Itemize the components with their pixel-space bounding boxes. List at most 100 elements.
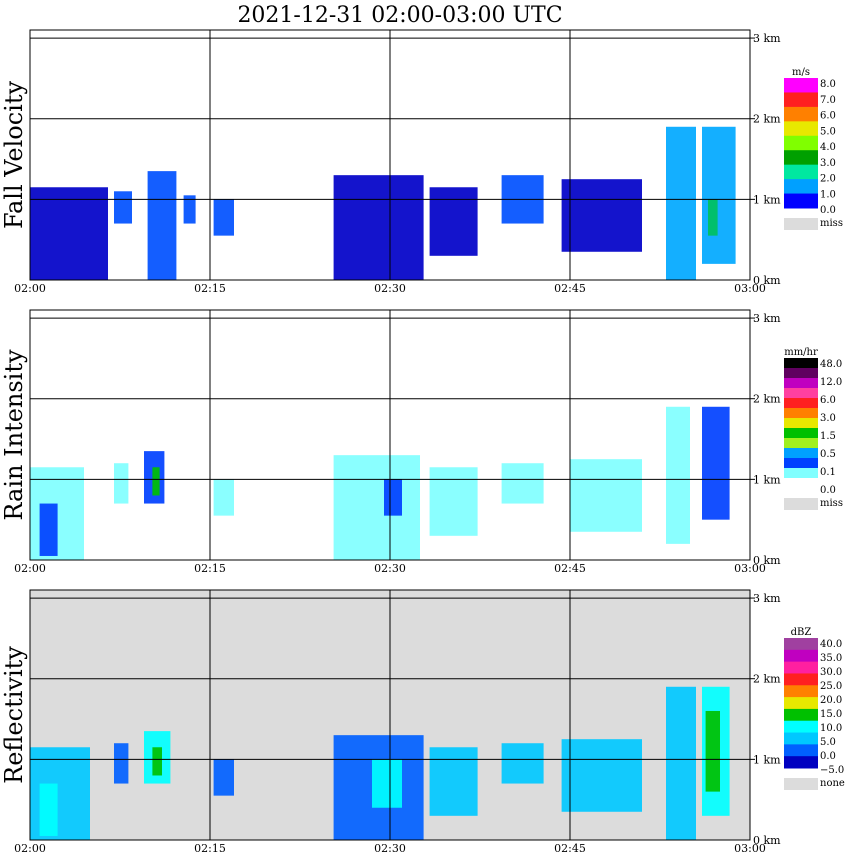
- x-tick-label: 03:00: [734, 842, 766, 855]
- y-tick-label: 2 km: [753, 113, 781, 126]
- data-cell: [702, 126, 736, 264]
- data-cell: [429, 467, 478, 536]
- legend-swatch: [784, 358, 818, 369]
- data-cell: [183, 195, 196, 224]
- legend-swatch: [784, 193, 818, 209]
- legend-swatch: [784, 106, 818, 122]
- legend-swatch: [784, 744, 818, 757]
- legend-label: 0.0: [820, 205, 836, 216]
- legend-unit: mm/hr: [784, 347, 818, 358]
- x-tick-label: 02:45: [554, 842, 586, 855]
- x-tick-label: 02:00: [14, 282, 46, 295]
- data-cell: [561, 179, 642, 252]
- chart-panel-rain-intensity: 0 km 1 km 2 km 3 km 02:00 02:15 02:30 02:45 03:0…: [0, 309, 843, 575]
- legend-swatch: [784, 638, 818, 651]
- y-tick-label: 2 km: [753, 673, 781, 686]
- legend-swatch: [784, 661, 818, 674]
- legend-label: 30.0: [820, 667, 842, 678]
- legend-label: 10.0: [820, 723, 842, 734]
- data-cell: [708, 199, 718, 236]
- data-cell: [333, 175, 424, 280]
- data-cell: [30, 747, 90, 840]
- data-cell: [114, 463, 129, 504]
- data-cell: [429, 187, 478, 256]
- y-tick-label: 1 km: [753, 193, 781, 206]
- data-cell: [213, 199, 234, 236]
- data-cell: [39, 503, 58, 556]
- y-tick-label: 0 km: [753, 554, 781, 567]
- legend-label: 40.0: [820, 639, 842, 650]
- data-cell: [152, 467, 160, 496]
- x-tick-label: 03:00: [734, 282, 766, 295]
- panels: 0 km 1 km 2 km 3 km 02:00 02:15 02:30 02:45 03:0…: [0, 29, 845, 855]
- legend-label: 12.0: [820, 377, 842, 388]
- legend-swatch: [784, 368, 818, 379]
- data-cell: [501, 463, 544, 504]
- legend-label: 6.0: [820, 111, 836, 122]
- legend-label: 2.0: [820, 174, 836, 185]
- data-cell: [147, 171, 177, 280]
- legend-label: 0.0: [820, 751, 836, 762]
- legend-label: 1.0: [820, 189, 836, 200]
- legend-label: 25.0: [820, 681, 842, 692]
- legend-label: 1.5: [820, 431, 836, 442]
- legend-missing-swatch: [784, 498, 818, 510]
- legend-swatch: [784, 92, 818, 108]
- legend-swatch: [784, 697, 818, 710]
- legend-swatch: [784, 708, 818, 722]
- legend-swatch: [784, 135, 818, 151]
- y-tick-label: 3 km: [753, 312, 781, 325]
- legend-swatch: [784, 121, 818, 137]
- data-cell: [114, 743, 129, 784]
- y-tick-label: 3 km: [753, 32, 781, 45]
- plot-frame: [29, 29, 751, 281]
- x-tick-label: 03:00: [734, 562, 766, 575]
- axis-ylabel: Reflectivity: [0, 646, 28, 784]
- data-cell: [30, 187, 108, 280]
- x-tick-label: 02:15: [194, 562, 226, 575]
- data-cell: [702, 406, 730, 520]
- legend-swatch: [784, 673, 818, 686]
- legend-label: 6.0: [820, 395, 836, 406]
- data-cell: [114, 191, 132, 224]
- legend-missing-swatch: [784, 778, 818, 790]
- legend-swatch: [784, 378, 818, 389]
- y-tick-label: 2 km: [753, 393, 781, 406]
- legend-missing-label: miss: [820, 498, 843, 509]
- y-tick-label: 0 km: [753, 834, 781, 847]
- legend-swatch: [784, 428, 818, 439]
- data-cell: [213, 759, 234, 796]
- legend-label: 3.0: [820, 158, 836, 169]
- legend-label: −5.0: [820, 765, 844, 776]
- data-cell: [666, 686, 696, 840]
- legend-label: 48.0: [820, 359, 842, 370]
- legend-swatch: [784, 649, 818, 663]
- legend-swatch: [784, 458, 818, 469]
- x-tick-label: 02:15: [194, 282, 226, 295]
- legend-label: 3.0: [820, 413, 836, 424]
- axis-ylabel: Rain Intensity: [0, 349, 28, 521]
- legend-swatch: [784, 438, 818, 449]
- data-cell: [501, 743, 544, 784]
- legend-swatch: [784, 468, 818, 479]
- legend-swatch: [784, 179, 818, 195]
- legend-swatch: [784, 756, 818, 769]
- data-cell: [213, 479, 234, 516]
- x-tick-label: 02:30: [374, 842, 406, 855]
- legend-swatch: [784, 732, 818, 745]
- data-cell: [570, 459, 642, 532]
- data-cell: [39, 783, 58, 836]
- legend-missing-label: none: [820, 778, 845, 789]
- data-cell: [372, 759, 402, 808]
- axis-ylabel: Fall Velocity: [0, 81, 28, 230]
- y-tick-label: 3 km: [753, 592, 781, 605]
- chart-panel-fall-velocity: 0 km 1 km 2 km 3 km 02:00 02:15 02:30 02:45 03:0…: [0, 29, 843, 295]
- legend-label: 0.0: [820, 485, 836, 496]
- data-cell: [152, 747, 162, 776]
- y-tick-label: 0 km: [753, 274, 781, 287]
- y-tick-label: 1 km: [753, 473, 781, 486]
- plot-frame: [29, 589, 751, 841]
- legend-label: 5.0: [820, 126, 836, 137]
- legend-missing-swatch: [784, 218, 818, 230]
